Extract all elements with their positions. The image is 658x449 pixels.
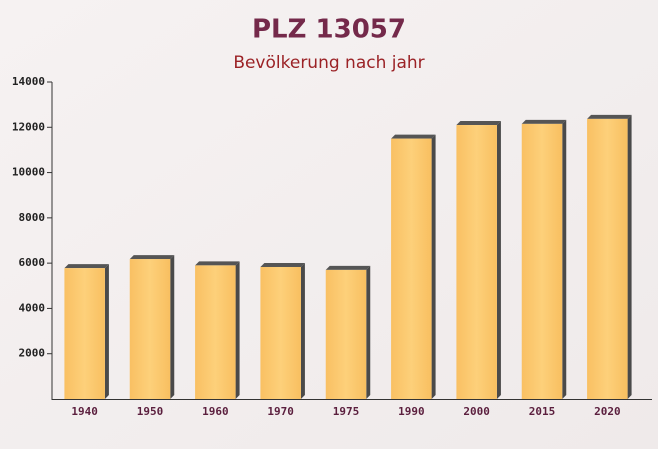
y-tick-label: 2000 — [19, 347, 46, 360]
bar — [521, 119, 567, 399]
bar — [391, 134, 436, 399]
x-tick-label: 1950 — [137, 405, 164, 418]
x-tick-label: 1975 — [333, 405, 360, 418]
x-tick-label: 1960 — [202, 405, 229, 418]
x-tick-label: 1970 — [267, 405, 294, 418]
y-tick-label: 6000 — [19, 256, 46, 269]
bar — [195, 261, 240, 399]
chart-title: PLZ 13057 — [252, 15, 406, 45]
x-tick-label: 1940 — [71, 405, 98, 418]
bar — [64, 264, 109, 399]
y-tick-label: 10000 — [12, 166, 45, 179]
y-tick-label: 12000 — [12, 120, 45, 133]
y-tick-label: 4000 — [19, 301, 46, 314]
x-tick-label: 2000 — [463, 405, 490, 418]
x-tick-label: 2015 — [529, 405, 556, 418]
bar — [456, 121, 501, 400]
bar — [260, 262, 305, 399]
bar — [129, 255, 175, 399]
y-tick-label: 14000 — [12, 75, 45, 88]
chart-subtitle: Bevölkerung nach jahr — [233, 53, 424, 73]
y-tick-label: 8000 — [19, 211, 46, 224]
bar — [325, 265, 371, 399]
bar — [587, 114, 632, 399]
x-tick-label: 2020 — [594, 405, 621, 418]
x-tick-label: 1990 — [398, 405, 425, 418]
